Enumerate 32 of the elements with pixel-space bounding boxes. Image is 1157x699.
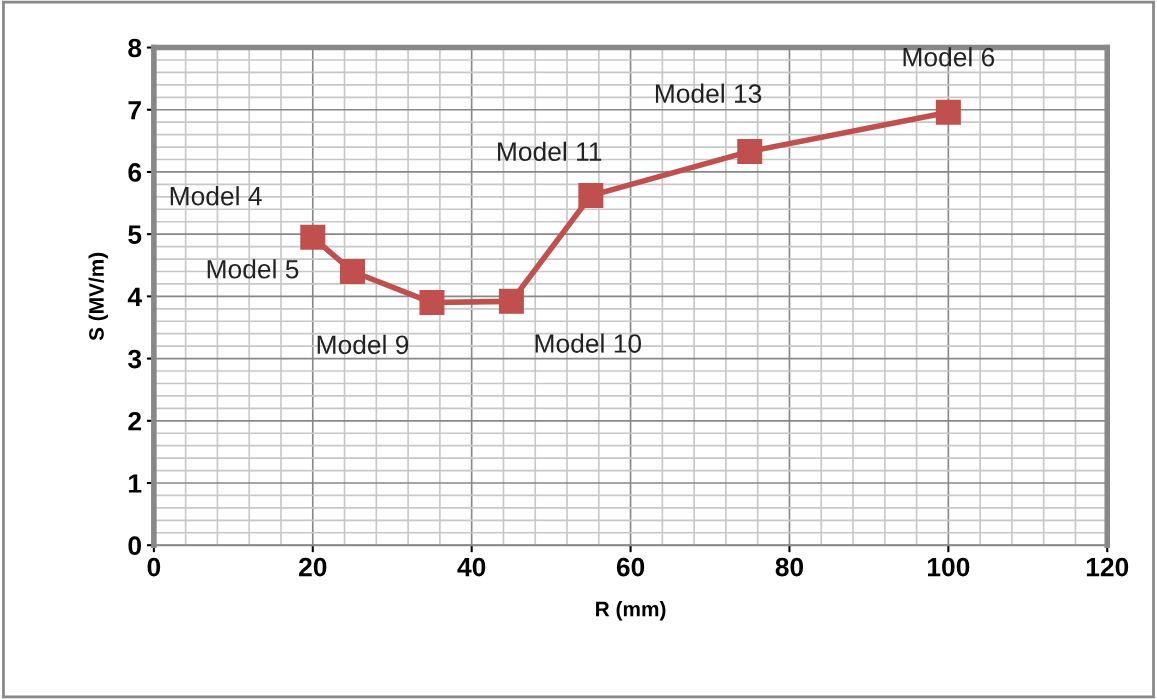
point xyxy=(300,224,326,250)
y-tick-label: 8 xyxy=(128,38,142,58)
x-tick-label: 0 xyxy=(147,557,161,577)
y-tick-label: 5 xyxy=(128,225,142,244)
annotation: Model 11 xyxy=(498,141,602,162)
y-tick-label: 4 xyxy=(127,287,142,306)
x-tick-label: 20 xyxy=(299,557,327,577)
point xyxy=(339,258,366,284)
x-axis-title: R (mm) xyxy=(596,601,666,621)
y-tick-label: 6 xyxy=(128,163,142,182)
y-tick-label: 7 xyxy=(128,101,141,120)
point xyxy=(578,183,604,209)
annotation: Model 10 xyxy=(535,333,642,353)
x-tick-label: 80 xyxy=(775,557,804,577)
point xyxy=(935,99,961,125)
x-tick-label: 40 xyxy=(457,557,486,577)
annotation: Model 4 xyxy=(170,186,262,206)
x-tick-label: 60 xyxy=(616,557,645,577)
x-tick-label: 100 xyxy=(928,557,970,577)
x-tick-label: 120 xyxy=(1086,557,1129,577)
point xyxy=(419,290,445,316)
y-tick-label: 1 xyxy=(129,474,142,493)
y-axis-title: S (MV/m) xyxy=(88,252,108,341)
y-tick-label: 3 xyxy=(128,349,142,369)
y-tick-label: 0 xyxy=(128,536,141,556)
annotation: Model 13 xyxy=(655,83,762,103)
annotation: Model 5 xyxy=(207,259,299,279)
y-tick-label: 2 xyxy=(128,411,142,431)
annotation: Model 6 xyxy=(903,47,995,67)
point xyxy=(737,138,763,164)
point xyxy=(498,288,524,314)
annotation: Model 9 xyxy=(317,334,409,355)
